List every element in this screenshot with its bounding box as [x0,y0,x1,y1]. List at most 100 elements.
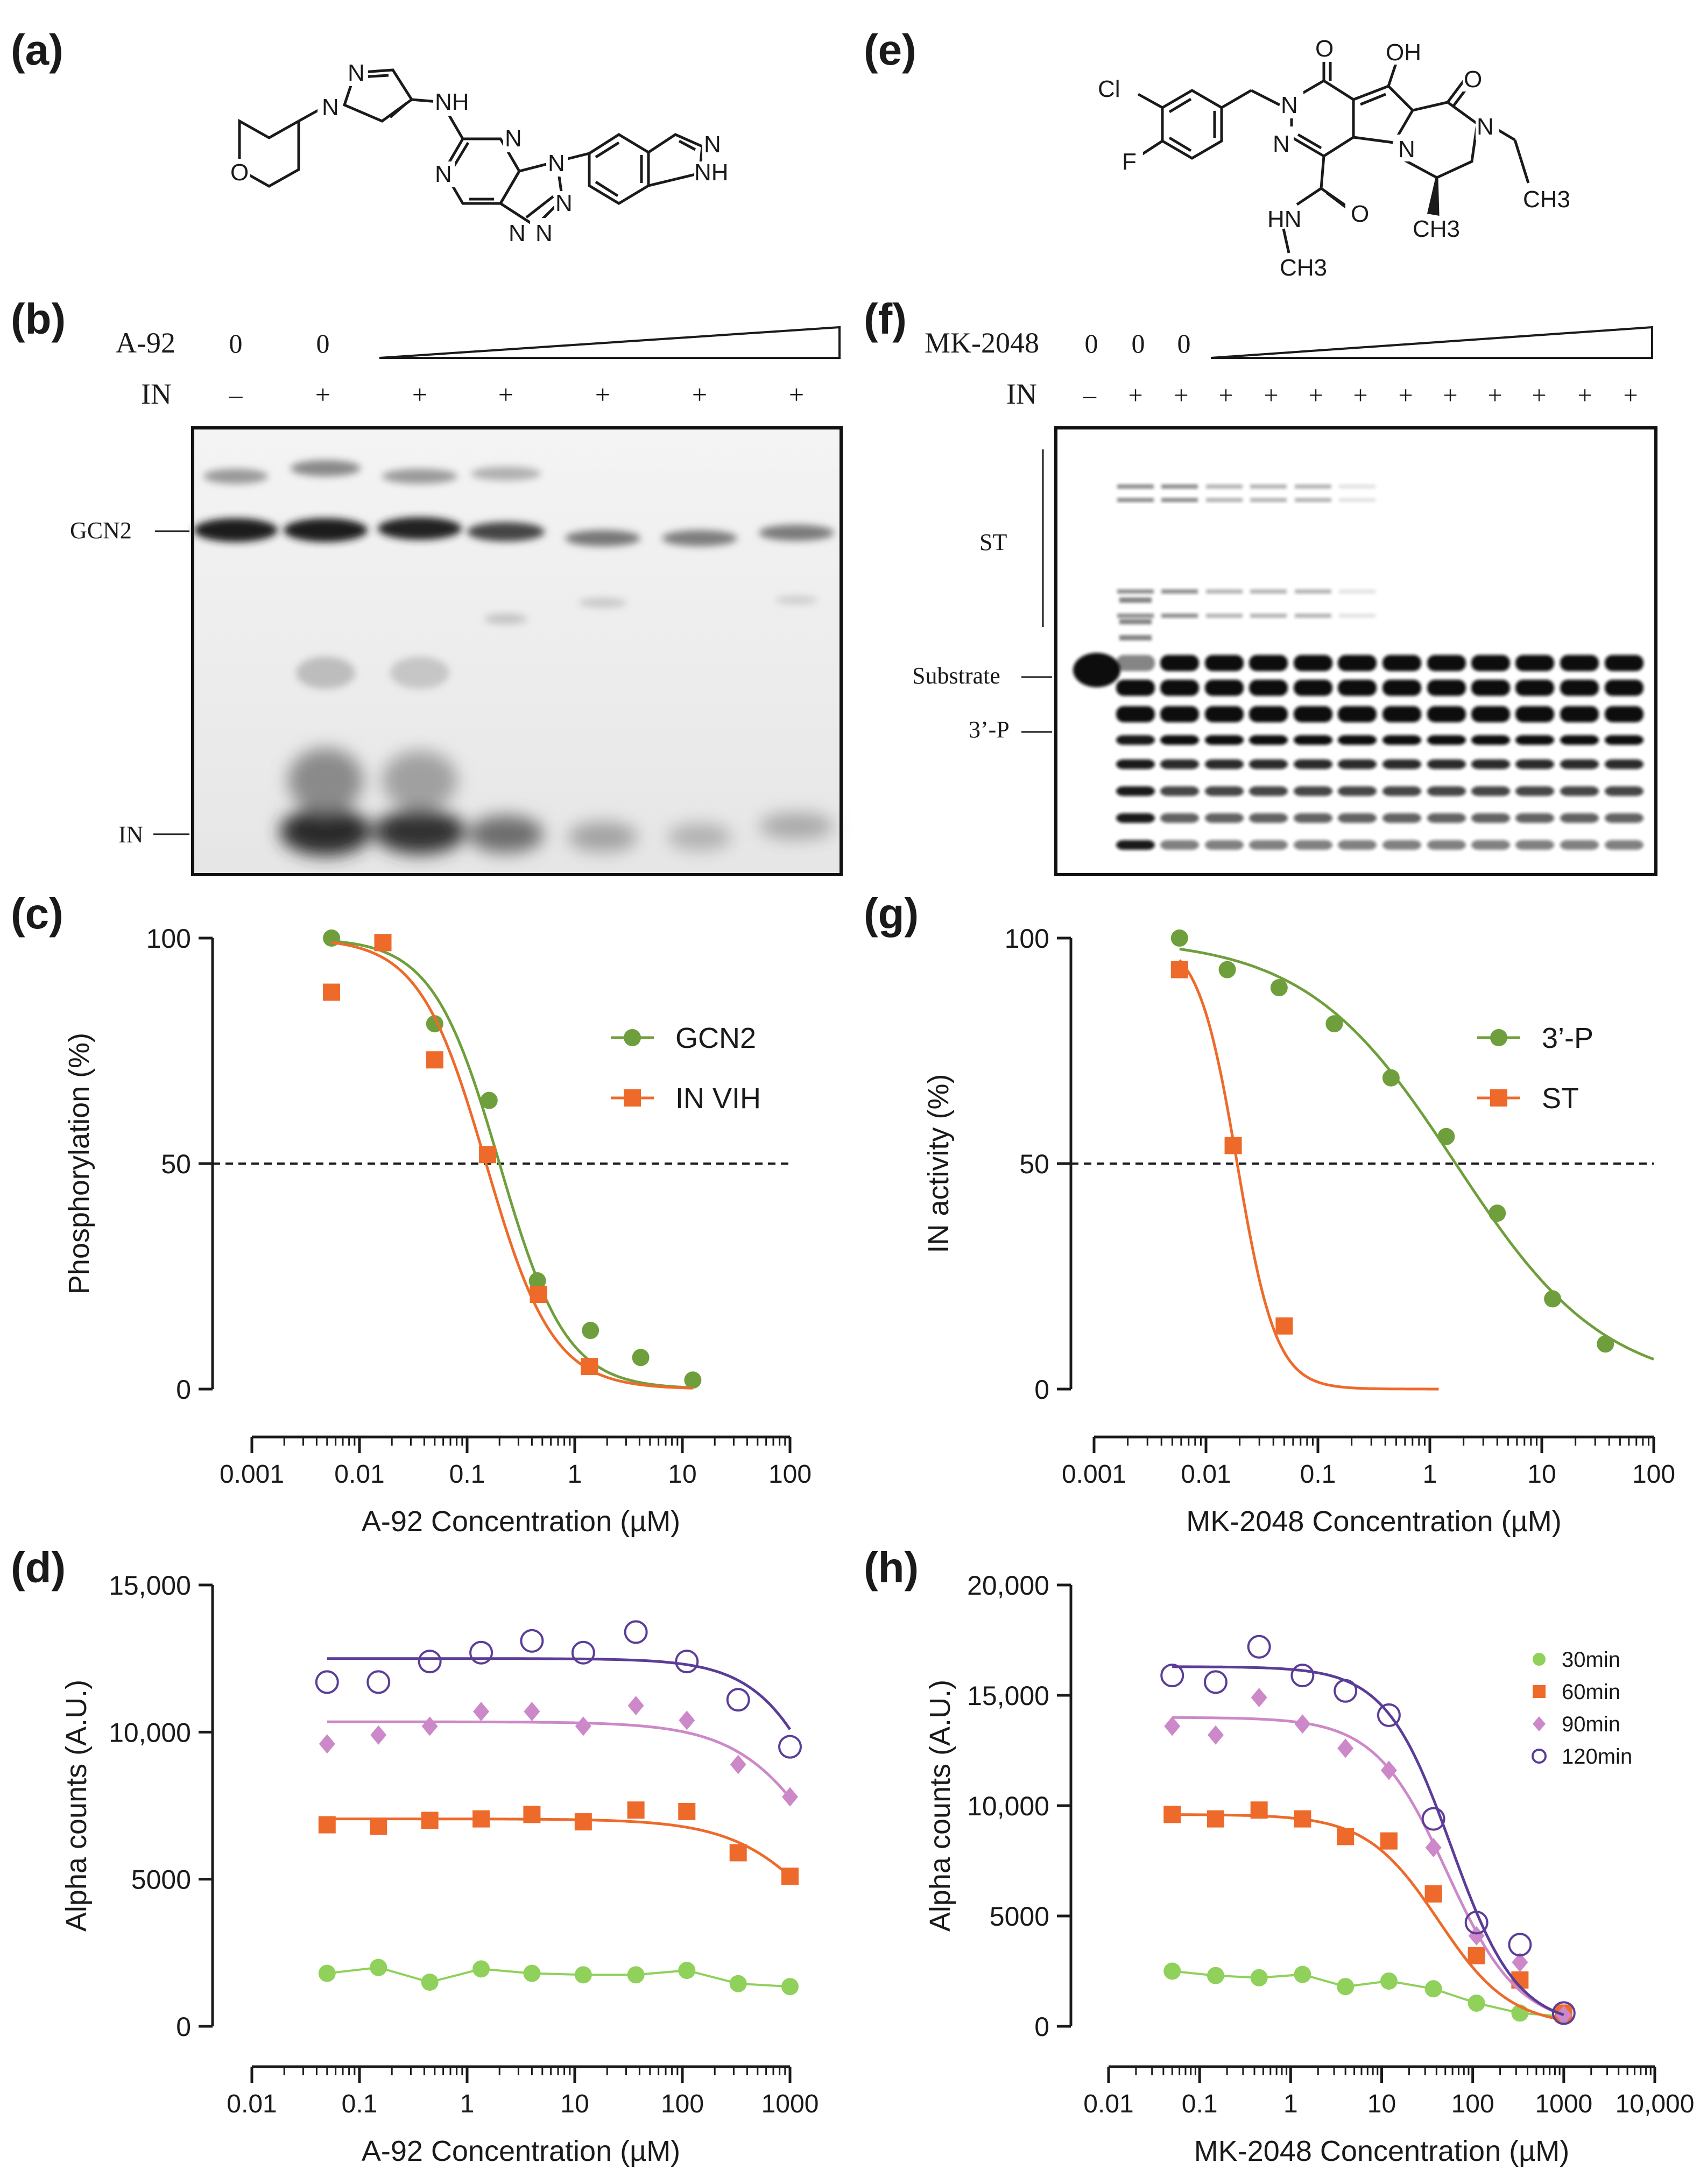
atom: OH [1386,39,1421,66]
atom: N [535,220,553,246]
data-point [782,1787,798,1807]
gel-f-enzyme-lane: + [1487,381,1502,410]
x-axis-title: MK-2048 Concentration (µM) [1186,1505,1561,1538]
legend-marker [624,1029,641,1046]
y-tick-label: 20,000 [967,1570,1049,1601]
gel-band [1382,813,1421,823]
series-90min [319,1696,798,1807]
panel-label-e: (e) [864,26,916,74]
series-120min [1160,1635,1576,2025]
atom: N [548,150,565,177]
data-point [1468,1947,1485,1964]
data-point [1468,1994,1485,2012]
data-point [1170,929,1188,947]
gel-band [1294,680,1332,696]
data-point [479,1146,497,1164]
gel-band [1382,735,1421,745]
gel-band [1427,813,1466,823]
gel-band [1471,706,1510,722]
data-point [1325,1015,1343,1033]
x-tick-label: 0.01 [1083,2090,1133,2118]
x-tick-label: 100 [661,2090,704,2118]
legend-item: 120min [1532,1745,1632,1769]
gel-band [1560,735,1599,745]
x-axis-title: A-92 Concentration (µM) [362,2135,680,2167]
gel-f-enzyme-lane: – [1083,381,1097,410]
gel-band [1560,813,1599,823]
x-tick-label: 1 [1423,1460,1437,1489]
data-point [421,1812,439,1829]
gel-lane [1605,655,1643,850]
data-point [678,1962,696,1979]
gel-f-compound-label: MK-2048 [925,327,1039,359]
gel-band [1471,680,1510,696]
gel-band [1160,706,1199,722]
gel-band [1206,589,1243,594]
data-point [1437,1128,1455,1145]
gel-b-compound-label: A-92 [116,327,175,359]
gel-band [1205,813,1244,823]
data-point [1247,1635,1271,1659]
data-point [318,1816,336,1834]
gel-band [1560,759,1599,769]
legend-item: IN VIH [611,1082,761,1115]
y-axis-title: Alpha counts (A.U.) [60,1680,93,1932]
gel-band [1338,655,1377,671]
gel-lane [1249,484,1288,850]
atom: NH [694,159,729,186]
gel-f-enzyme-lane: + [1577,381,1592,410]
gel-band [1295,614,1331,618]
chart-c: 0 50 100 0.001 0.01 0.1 1 10 100 A-92 Concentrati… [63,924,812,1538]
gel-band [1294,786,1332,796]
gel-band [1382,655,1421,671]
gel-lane [1515,655,1554,850]
fit-curve [327,1817,791,1878]
gel-band [1515,840,1554,850]
x-tick-label: 10 [560,2090,589,2118]
data-point [678,1802,696,1820]
legend-marker [624,1089,641,1107]
gel-b-header: A-92 IN 0 0 – + + + + + + [116,326,841,410]
data-point [1377,1703,1401,1727]
data-point [1512,1953,1528,1972]
gel-band [1160,759,1199,769]
legend-label: 30min [1562,1648,1620,1672]
legend-item: GCN2 [611,1022,756,1054]
series-line [1172,1970,1564,2018]
gel-band [1605,786,1643,796]
gel-lane [1338,484,1377,850]
gel-f-band-label-st: ST [979,529,1007,555]
y-axis-title: Alpha counts (A.U.) [924,1680,956,1932]
series-3p [1170,929,1654,1361]
gel-band [1339,484,1375,489]
gel-band [1294,735,1332,745]
gel-band [1515,735,1554,745]
gel-band [1382,680,1421,696]
structure-mk-2048-atoms: Cl F N N O OH O N N O HN CH3 CH3 CH3 [1092,35,1570,281]
data-point [315,1670,339,1694]
gel-lane [1382,655,1421,850]
gel-band [1338,786,1377,796]
gel-band [1560,706,1599,722]
gel-band [1560,655,1599,671]
x-tick-label: 100 [1632,1460,1675,1489]
gel-band [1515,813,1554,823]
gel-band [1515,786,1554,796]
gel-f-gradient-wedge [1210,326,1653,359]
data-point [1337,1978,1355,1996]
gel-band [1294,759,1332,769]
data-point [1337,1828,1355,1845]
gel-band [1116,759,1155,769]
data-point [1489,1204,1506,1222]
data-point [1380,1832,1398,1850]
data-point [1251,1688,1267,1708]
gel-lane [1073,653,1120,687]
data-point [473,1702,490,1722]
legend-marker [1533,1716,1546,1731]
gel-band [1605,680,1643,696]
gel-f-enzyme-lane: + [1264,381,1278,410]
legend-label: ST [1542,1082,1579,1115]
gel-band [1515,759,1554,769]
y-tick-label: 50 [1019,1149,1049,1179]
data-point [1544,1290,1562,1308]
